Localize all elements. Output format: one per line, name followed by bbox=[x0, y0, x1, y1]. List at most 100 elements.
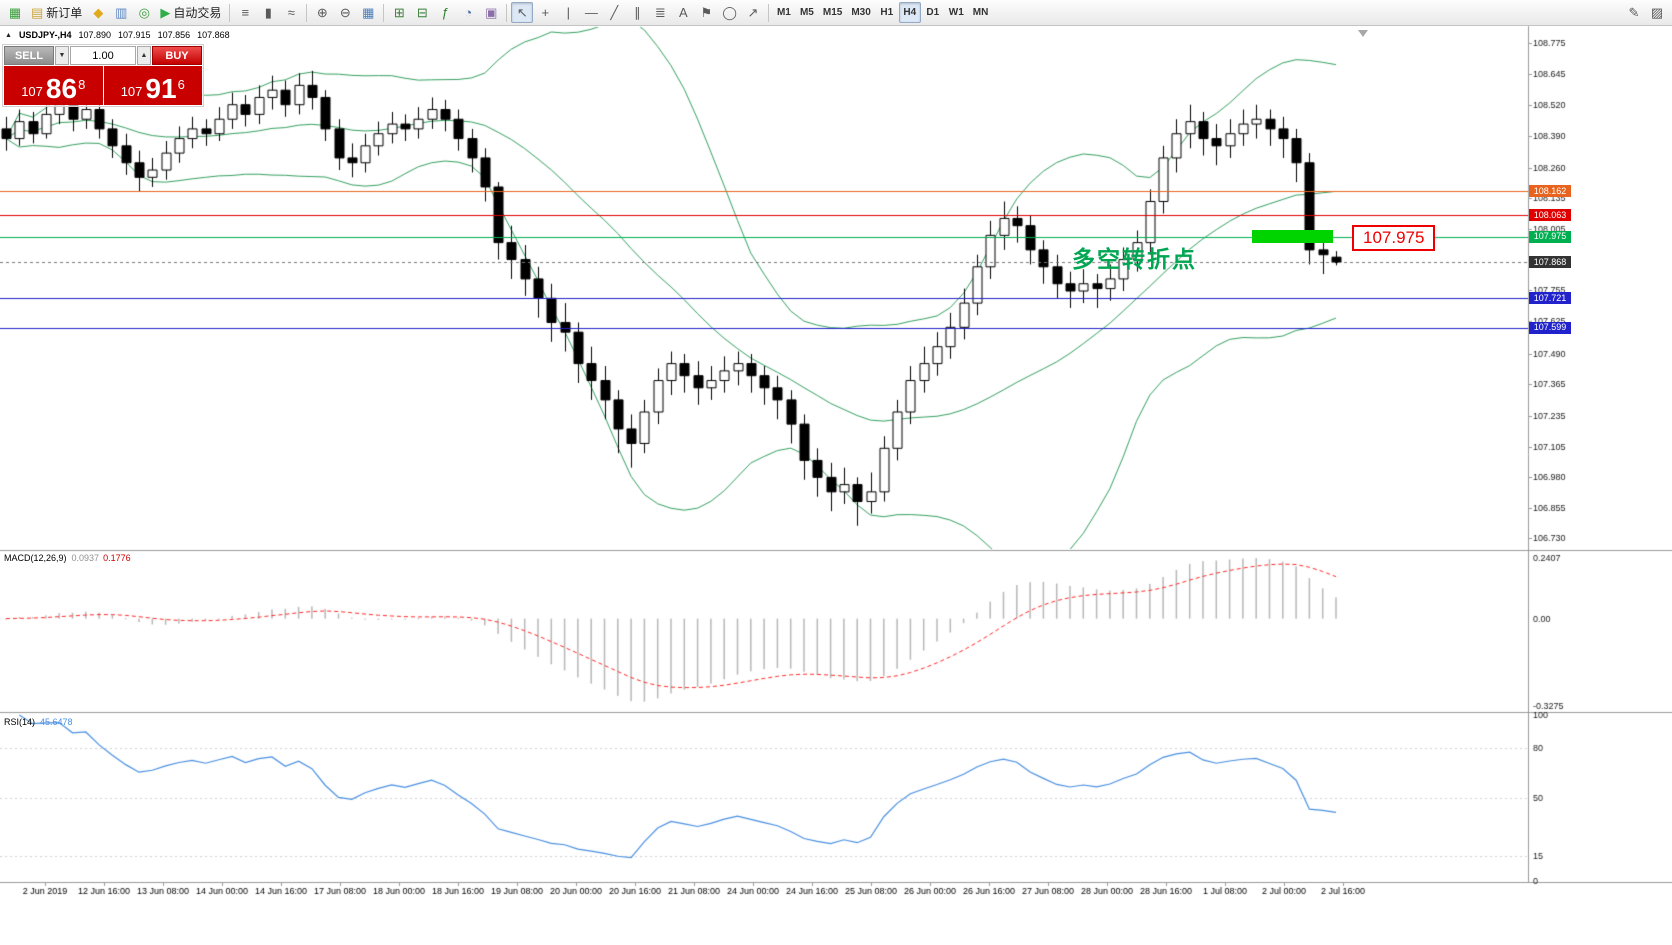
periods-button[interactable]: ◔ bbox=[457, 2, 479, 23]
text-tool-glyph: A bbox=[678, 5, 688, 20]
buy-button[interactable]: BUY bbox=[152, 46, 202, 65]
sell-price-pips: 86 bbox=[45, 73, 78, 104]
new-order-button[interactable]: ▤ 新订单 bbox=[27, 2, 86, 23]
timeframe-h1[interactable]: H1 bbox=[876, 2, 898, 23]
channel-tool-glyph: ∥ bbox=[634, 5, 641, 20]
cascade-windows-button-glyph: ⊟ bbox=[416, 5, 428, 20]
tick-direction-icon: ▲ bbox=[5, 31, 12, 39]
macd-name: MACD(12,26,9) bbox=[4, 553, 67, 563]
new-chart-button-glyph: ▦ bbox=[8, 5, 22, 20]
periods-button-glyph: ◔ bbox=[464, 5, 473, 20]
indicators-button-glyph: ƒ bbox=[441, 5, 449, 20]
sell-price-display[interactable]: 107 86 8 bbox=[4, 66, 103, 105]
timeframe-m30[interactable]: M30 bbox=[847, 2, 874, 23]
macd-value-main: 0.0937 bbox=[71, 553, 100, 563]
timeframe-h1-label: H1 bbox=[880, 7, 894, 18]
horizontal-line-tool[interactable]: — bbox=[580, 2, 602, 23]
timeframe-w1-label: W1 bbox=[948, 7, 964, 18]
volume-decrease-button[interactable]: ▼ bbox=[55, 46, 69, 65]
candlestick-mode-button-glyph: ▮ bbox=[264, 5, 272, 20]
chart-symbol-line: ▲ USDJPY-,H4 107.890 107.915 107.856 107… bbox=[5, 30, 230, 40]
price-callout-label[interactable]: 107.975 bbox=[1352, 225, 1436, 251]
fibonacci-tool[interactable]: ≣ bbox=[649, 2, 671, 23]
bar-chart-mode-button[interactable]: ≡ bbox=[234, 2, 256, 23]
volume-input[interactable] bbox=[70, 46, 136, 65]
cascade-windows-button[interactable]: ⊟ bbox=[411, 2, 433, 23]
cursor-tool-glyph: ↖ bbox=[516, 5, 528, 20]
trendline-tool[interactable]: ╱ bbox=[603, 2, 625, 23]
autotrading-button-glyph: ▶ bbox=[160, 5, 171, 20]
templates-button[interactable]: ▣ bbox=[480, 2, 502, 23]
channel-tool[interactable]: ∥ bbox=[626, 2, 648, 23]
zoom-in-button[interactable]: ⊕ bbox=[311, 2, 333, 23]
chart-shift-marker[interactable] bbox=[1358, 30, 1368, 37]
fibonacci-tool-glyph: ≣ bbox=[654, 5, 666, 20]
candlestick-mode-button[interactable]: ▮ bbox=[257, 2, 279, 23]
toolbar-separator bbox=[767, 3, 769, 22]
panel-icon-glyph: ▨ bbox=[1650, 5, 1664, 20]
crosshair-tool-glyph: + bbox=[541, 5, 550, 20]
timeframe-m15-label: M15 bbox=[822, 7, 843, 18]
vertical-line-tool[interactable]: | bbox=[557, 2, 579, 23]
templates-button-glyph: ▣ bbox=[485, 5, 498, 20]
macd-value-signal: 0.1776 bbox=[103, 553, 131, 563]
shapes-tool[interactable]: ◯ bbox=[718, 2, 741, 23]
autotrading-button[interactable]: ▶ 自动交易 bbox=[156, 2, 225, 23]
panel-icon[interactable]: ▨ bbox=[1646, 2, 1668, 23]
price-level-badge: 108.063 bbox=[1529, 209, 1571, 222]
timeframe-h4[interactable]: H4 bbox=[898, 2, 921, 23]
one-click-trade-panel: SELL ▼ ▲ BUY 107 86 8 107 91 6 bbox=[2, 44, 204, 107]
new-order-button-label: 新订单 bbox=[46, 6, 83, 20]
highlight-rectangle[interactable] bbox=[1252, 230, 1334, 244]
timeframe-h4-label: H4 bbox=[903, 7, 917, 18]
timeframe-d1-label: D1 bbox=[926, 7, 940, 18]
buy-price-pips: 91 bbox=[145, 73, 177, 104]
label-tool-glyph: ⚑ bbox=[700, 5, 713, 20]
zoom-out-button-glyph: ⊖ bbox=[339, 5, 351, 20]
line-chart-mode-button-glyph: ≈ bbox=[287, 5, 295, 20]
price-level-badge: 107.599 bbox=[1529, 321, 1571, 334]
timeframe-m15[interactable]: M15 bbox=[819, 2, 846, 23]
navigator-icon[interactable]: ◎ bbox=[133, 2, 155, 23]
ohlc-close: 107.868 bbox=[197, 30, 230, 40]
buy-price-display[interactable]: 107 91 6 bbox=[103, 66, 202, 105]
tile-windows-button[interactable]: ⊞ bbox=[388, 2, 410, 23]
arrows-tool[interactable]: ↗ bbox=[742, 2, 764, 23]
text-tool[interactable]: A bbox=[672, 2, 694, 23]
timeframe-w1[interactable]: W1 bbox=[945, 2, 968, 23]
autotrading-button-label: 自动交易 bbox=[173, 6, 222, 20]
arrows-tool-glyph: ↗ bbox=[747, 5, 759, 20]
vertical-line-tool-glyph: | bbox=[566, 5, 571, 20]
horizontal-line-tool-glyph: — bbox=[584, 5, 598, 20]
indicators-button[interactable]: ƒ bbox=[434, 2, 456, 23]
edit-icon[interactable]: ✎ bbox=[1623, 2, 1645, 23]
auto-scroll-button[interactable]: ▦ bbox=[357, 2, 379, 23]
ohlc-high: 107.915 bbox=[118, 30, 151, 40]
timeframe-d1[interactable]: D1 bbox=[922, 2, 944, 23]
crosshair-tool[interactable]: + bbox=[534, 2, 556, 23]
timeframe-mn-label: MN bbox=[972, 7, 989, 18]
line-chart-mode-button[interactable]: ≈ bbox=[280, 2, 302, 23]
edit-icon-glyph: ✎ bbox=[1628, 5, 1640, 20]
timeframe-m1[interactable]: M1 bbox=[773, 2, 795, 23]
macd-indicator-label: MACD(12,26,9) 0.0937 0.1776 bbox=[4, 553, 131, 563]
market-watch-icon[interactable]: ◆ bbox=[87, 2, 109, 23]
volume-increase-button[interactable]: ▲ bbox=[137, 46, 151, 65]
data-window-icon[interactable]: ▥ bbox=[110, 2, 132, 23]
tile-windows-button-glyph: ⊞ bbox=[393, 5, 405, 20]
timeframe-m5[interactable]: M5 bbox=[796, 2, 818, 23]
timeframe-m5-label: M5 bbox=[799, 7, 814, 18]
navigator-icon-glyph: ◎ bbox=[138, 5, 150, 20]
toolbar-separator bbox=[506, 3, 508, 22]
rsi-indicator-label: RSI(14) 45.6478 bbox=[4, 717, 73, 727]
sell-price-pipette: 8 bbox=[78, 77, 86, 92]
timeframe-mn[interactable]: MN bbox=[969, 2, 993, 23]
cursor-tool[interactable]: ↖ bbox=[511, 2, 534, 23]
new-chart-button[interactable]: ▦ bbox=[4, 2, 26, 23]
zoom-out-button[interactable]: ⊖ bbox=[334, 2, 356, 23]
current-price-badge: 107.868 bbox=[1529, 256, 1571, 269]
label-tool[interactable]: ⚑ bbox=[695, 2, 717, 23]
ohlc-low: 107.856 bbox=[157, 30, 191, 40]
sell-button[interactable]: SELL bbox=[4, 46, 54, 65]
